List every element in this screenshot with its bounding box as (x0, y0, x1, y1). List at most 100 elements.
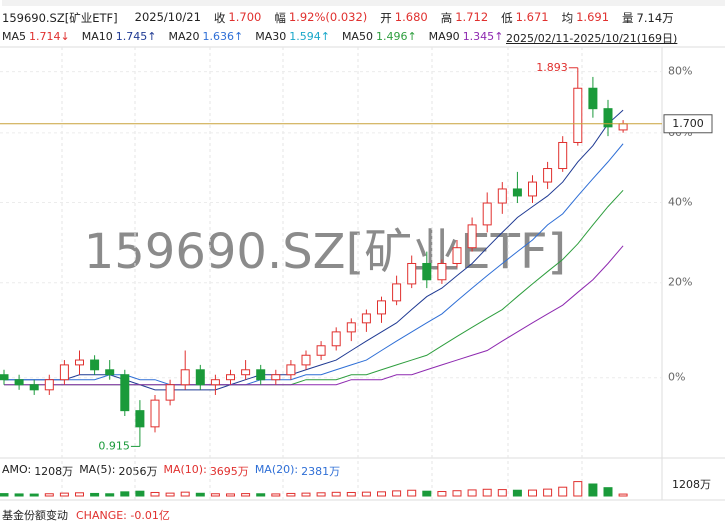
field-value: 1208万 (34, 465, 74, 478)
field-value: 1.680 (394, 10, 428, 24)
candle-body (603, 108, 613, 128)
field-value: 1.700 (228, 10, 262, 24)
ma-item: MA10 1.745 ↑ (82, 30, 157, 43)
ma-trend: ↓ (60, 30, 70, 43)
candle-body (528, 181, 537, 197)
volume-bar (573, 481, 583, 497)
high-label: 1.893 (536, 61, 568, 74)
volume-bar (331, 491, 341, 497)
candle-body (301, 354, 311, 366)
volume-bar (482, 488, 492, 497)
candle-body (135, 410, 145, 428)
footer-change: CHANGE: -0.01亿 (76, 509, 170, 522)
ma-value: 1.594 ↑ (289, 30, 330, 43)
candle-body (407, 262, 417, 285)
candle-body (573, 87, 583, 143)
candle-body (180, 369, 190, 386)
volume-last-label: 1208万 (672, 478, 711, 491)
ma-number: 1.636 (202, 30, 234, 43)
quote-field: 收 1.700 (214, 10, 261, 26)
candle-body (29, 384, 39, 391)
ma-value: 1.345 ↑ (463, 30, 504, 43)
candle-body (226, 374, 235, 381)
candle-body (165, 384, 175, 401)
candle-body (497, 188, 507, 204)
quote-row: 159690.SZ[矿业ETF] 2025/10/21 收 1.700 幅 1.92%… (2, 10, 674, 26)
y-tick-label: 20% (668, 276, 692, 289)
volume-bar (256, 493, 266, 497)
last-price-label: 1.700 (672, 117, 704, 130)
ma-line (4, 245, 624, 386)
volume-bar (392, 490, 402, 497)
volume-bar (75, 492, 84, 497)
volume-bar (528, 489, 537, 497)
candle-body (618, 123, 628, 131)
candle-body (90, 359, 100, 371)
security-name: 159690.SZ[矿业ETF] (2, 11, 118, 25)
volume-bar (301, 492, 311, 497)
volume-bar (467, 489, 477, 497)
volume-bar (150, 491, 160, 497)
ma-number: 1.345 (462, 30, 495, 43)
ma-trend: ↑ (233, 30, 244, 43)
volume-bar (195, 492, 205, 497)
field-value: 3695万 (209, 465, 249, 478)
volume-bar (120, 491, 130, 497)
ma-value: 1.636 ↑ (202, 30, 243, 43)
volume-bar (407, 489, 417, 497)
ma-name: MA30 (255, 30, 287, 43)
candle-body (512, 188, 522, 197)
ma-value: 1.496 ↑ (376, 30, 417, 43)
volume-bar (543, 488, 553, 497)
volume-bar (14, 493, 24, 497)
candle-body (120, 374, 130, 412)
y-tick-label: 0% (668, 371, 685, 384)
ma-trend: ↑ (320, 30, 330, 43)
ma-trend: ↑ (407, 30, 417, 43)
ma-item: MA30 1.594 ↑ (255, 30, 330, 43)
candle-body (0, 374, 9, 381)
volume-field: MA(5): 2056万 (79, 463, 157, 479)
ma-number: 1.496 (375, 30, 408, 43)
volume-bar (165, 492, 175, 497)
volume-bar (286, 492, 296, 497)
volume-bar (90, 492, 100, 497)
ma-value: 1.745 ↑ (116, 30, 157, 43)
ma-trend: ↑ (147, 30, 157, 43)
y-tick-label: 80% (668, 65, 692, 78)
field-label: MA(20): (254, 463, 299, 476)
candle-body (422, 262, 432, 281)
candle-body (316, 345, 326, 356)
candle-body (14, 379, 24, 386)
range-label[interactable]: 2025/02/11-2025/10/21(169日) (506, 32, 678, 45)
field-label: 开 (380, 11, 392, 25)
field-label: MA(10): (163, 463, 207, 476)
quote-field: 均 1.691 (562, 10, 609, 26)
field-label: 幅 (274, 11, 286, 25)
watermark: 159690.SZ[矿业ETF] (84, 224, 567, 280)
candle-body (44, 379, 54, 391)
field-value: 1.671 (515, 10, 549, 24)
candle-body (271, 374, 281, 381)
ma-item: MA5 1.714 ↓ (2, 30, 70, 43)
candle-body (558, 141, 568, 170)
volume-bar (437, 491, 447, 497)
candle-body (482, 202, 492, 226)
field-value: 2056万 (118, 465, 158, 478)
last-price-box (663, 114, 713, 134)
ma-number: 1.594 (289, 30, 321, 43)
candle-body (543, 168, 553, 183)
volume-bar (226, 493, 235, 497)
candle-body (467, 224, 477, 249)
volume-bar (377, 491, 386, 497)
ma-line (4, 143, 624, 386)
field-label: 均 (561, 11, 574, 25)
candle-body (452, 247, 462, 264)
volume-field: MA(20): 2381万 (255, 463, 340, 479)
ma-name: MA20 (168, 30, 200, 43)
quote-field: 幅 1.92%(0.032) (274, 10, 367, 26)
candle-body (346, 322, 356, 333)
candle-body (588, 87, 598, 110)
volume-bar (361, 491, 371, 497)
